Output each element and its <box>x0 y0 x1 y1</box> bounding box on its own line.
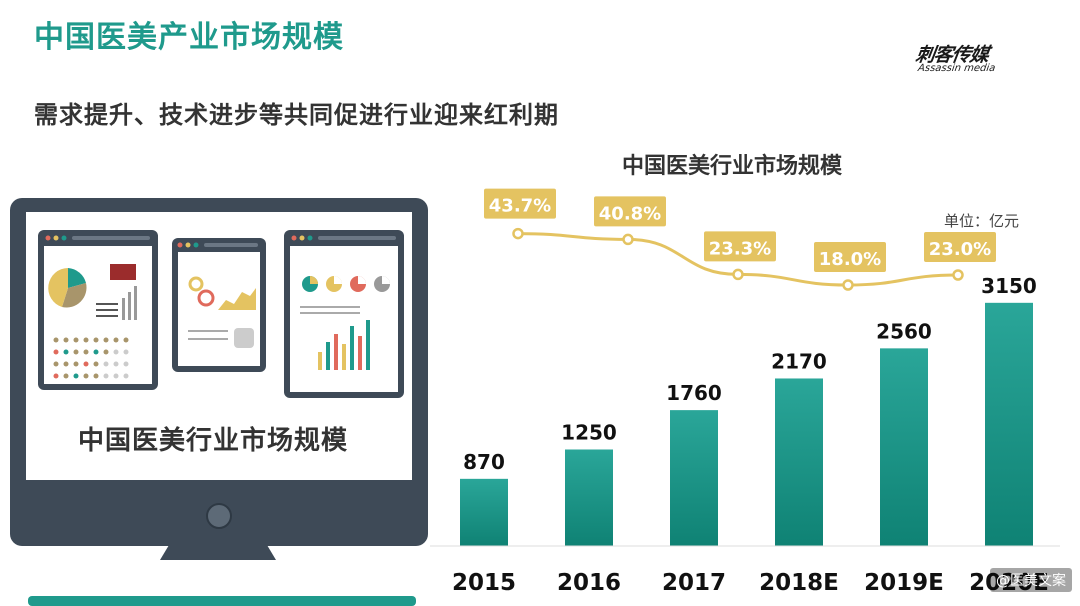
growth-label: 40.8% <box>599 203 661 224</box>
growth-label: 18.0% <box>819 249 881 270</box>
growth-point <box>842 279 854 291</box>
growth-label-box <box>704 231 776 262</box>
bar-2018E <box>775 378 823 546</box>
x-tick-label: 2016 <box>557 570 621 596</box>
bar-value-label: 1760 <box>666 381 722 405</box>
growth-point <box>732 268 744 281</box>
growth-point <box>512 227 524 240</box>
page-subtitle: 需求提升、技术进步等共同促进行业迎来红利期 <box>34 101 559 129</box>
bar-2020E <box>985 302 1033 546</box>
bar-value-label: 2170 <box>771 349 827 373</box>
bar-value-label: 2560 <box>876 319 932 343</box>
unit-label: 单位：亿元 <box>944 212 1020 230</box>
growth-label-box <box>814 242 886 272</box>
x-tick-label: 2018E <box>759 570 839 596</box>
window-left <box>38 230 158 390</box>
growth-label-box <box>484 188 556 219</box>
growth-label-box <box>594 196 666 227</box>
monitor-illustration <box>10 198 428 606</box>
growth-label: 23.3% <box>709 238 771 259</box>
x-tick-label: 2015 <box>452 570 516 596</box>
bar-2019E <box>880 348 928 546</box>
bar-2015 <box>460 478 508 546</box>
growth-label: 43.7% <box>489 196 551 217</box>
growth-label: 23.0% <box>929 239 991 260</box>
x-tick-label: 2019E <box>864 570 944 596</box>
growth-label-box <box>924 232 996 262</box>
window-right <box>284 230 404 398</box>
bar-value-label: 3150 <box>981 274 1037 298</box>
bar-value-label: 1250 <box>561 421 617 445</box>
bar-2016 <box>565 449 613 546</box>
monitor-power-button <box>206 503 232 529</box>
growth-point <box>622 233 634 246</box>
bar-2017 <box>670 410 718 546</box>
page-title: 中国医美产业市场规模 <box>34 20 344 55</box>
monitor-caption: 中国医美行业市场规模 <box>78 426 349 456</box>
x-tick-label: 2017 <box>662 570 726 596</box>
bar-value-label: 870 <box>463 450 505 474</box>
monitor-base <box>28 596 416 606</box>
watermark: @医美文案 <box>990 568 1072 592</box>
x-tick-label: 2020E <box>969 570 1049 596</box>
window-middle <box>172 238 266 372</box>
growth-point <box>952 269 964 281</box>
chart-title: 中国医美行业市场规模 <box>622 154 843 179</box>
